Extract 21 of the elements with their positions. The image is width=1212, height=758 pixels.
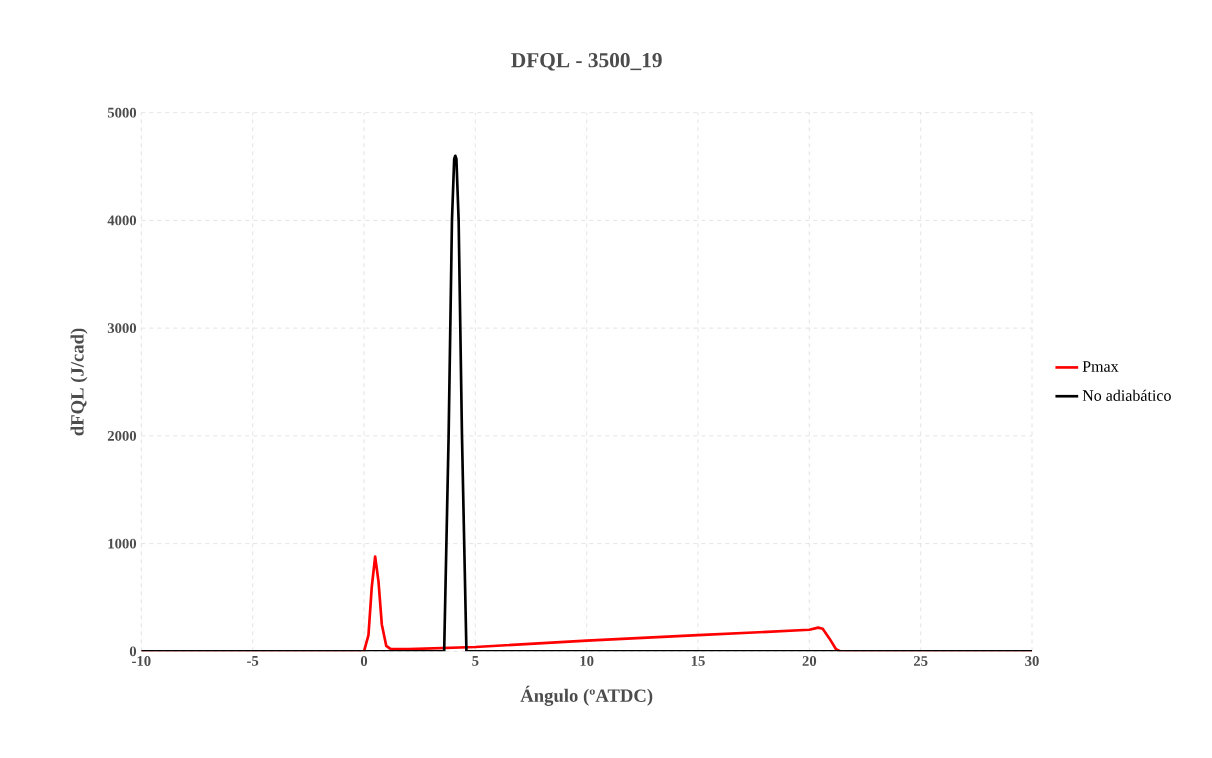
x-tick-label: -5 [247, 656, 259, 666]
legend-label: Pmax [1082, 361, 1119, 372]
x-tick-label: 0 [360, 656, 368, 666]
x-tick-label: 10 [580, 656, 594, 666]
chart-title: DFQL - 3500_19 [511, 52, 662, 71]
y-tick-label: 4000 [107, 215, 137, 226]
y-tick-label: 2000 [107, 430, 137, 441]
x-tick-label: 30 [1025, 656, 1039, 666]
line-series [141, 154, 1033, 652]
y-tick-label: 1000 [108, 538, 137, 549]
x-tick-label: 20 [802, 656, 817, 666]
y-tick-label: 3000 [107, 323, 137, 334]
x-tick-label: 25 [913, 656, 928, 666]
x-tick-label: 5 [472, 656, 479, 666]
x-tick-label: 15 [691, 656, 705, 666]
y-tick-label: 0 [129, 646, 137, 657]
legend-label: No adiabático [1082, 389, 1171, 401]
y-tick-label: 5000 [107, 107, 137, 118]
y-axis-title: dFQL (J/cad) [70, 328, 88, 436]
x-tick-label: -10 [132, 656, 151, 666]
x-axis-title: Ángulo (ºATDC) [520, 685, 653, 706]
